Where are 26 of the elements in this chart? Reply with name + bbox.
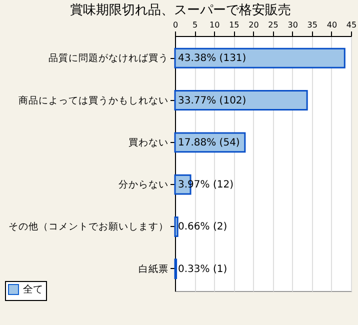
x-tick-label: 20 xyxy=(248,20,259,30)
x-tick-label: 35 xyxy=(307,20,318,30)
bar xyxy=(174,216,178,237)
x-tick-label: 10 xyxy=(210,20,220,30)
chart-title: 賞味期限切れ品、スーパーで格安販売 xyxy=(70,2,291,18)
bar xyxy=(174,48,346,68)
x-tick-label: 0 xyxy=(172,20,178,30)
data-label: 17.88% (54) xyxy=(178,137,240,148)
y-tick-label: 分からない xyxy=(118,178,168,191)
y-tick-label: 買わない xyxy=(128,137,168,148)
y-tick-label: その他（コメントでお願いします） xyxy=(8,220,168,233)
y-tick-label: 品質に問題がなければ買う xyxy=(48,52,168,64)
x-tick-label: 45 xyxy=(346,20,357,30)
data-label: 0.33% (1) xyxy=(178,264,228,275)
bar xyxy=(174,90,308,111)
y-tick-label: 商品によっては買うかもしれない xyxy=(18,94,168,106)
x-tick-label: 40 xyxy=(326,20,338,30)
data-label: 43.38% (131) xyxy=(178,53,246,64)
x-tick-label: 25 xyxy=(268,20,278,30)
x-tick-label: 15 xyxy=(229,20,240,30)
data-label: 33.77% (102) xyxy=(178,95,246,106)
y-tick-label: 白紙票 xyxy=(138,262,168,275)
x-tick-label: 5 xyxy=(192,20,198,30)
legend-label: 全て xyxy=(23,284,43,296)
x-tick-label: 30 xyxy=(288,20,298,30)
data-label: 0.66% (2) xyxy=(178,222,228,233)
